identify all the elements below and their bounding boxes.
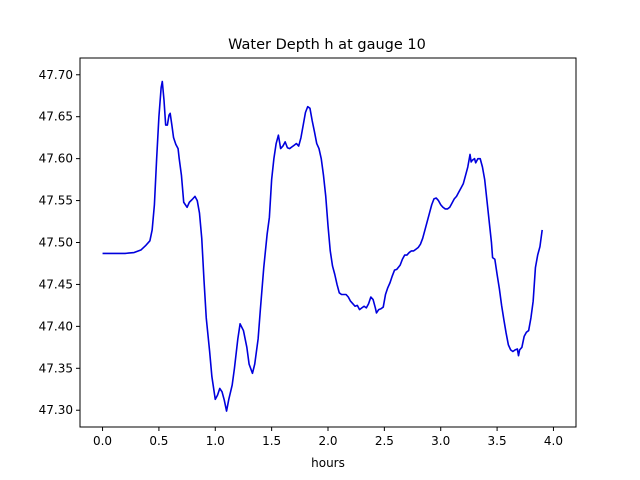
chart-title: Water Depth h at gauge 10 [228,37,426,53]
y-tick-label: 47.50 [39,236,73,250]
y-tick-label: 47.30 [39,403,73,417]
x-axis-ticks: 0.0 0.5 1.0 1.5 2.0 2.5 3.0 3.5 4.0 [93,427,563,448]
x-tick-label: 0.5 [149,434,168,448]
y-tick-label: 47.60 [39,152,73,166]
y-tick-label: 47.65 [39,110,73,124]
y-axis-ticks: 47.30 47.35 47.40 47.45 47.50 47.55 47.60 47.65… [39,68,80,417]
plot-layer [102,80,543,412]
y-tick-label: 47.35 [39,361,73,375]
x-tick-label: 3.5 [488,434,507,448]
plot-frame [79,57,577,428]
y-tick-label: 47.55 [39,194,73,208]
series-line-0 [102,80,543,412]
x-tick-label: 2.5 [375,434,394,448]
x-tick-label: 0.0 [93,434,112,448]
y-tick-label: 47.40 [39,319,73,333]
x-tick-label: 3.0 [431,434,450,448]
y-tick-label: 47.70 [39,68,73,82]
x-tick-label: 1.5 [262,434,281,448]
x-tick-label: 4.0 [544,434,563,448]
y-tick-label: 47.45 [39,277,73,291]
x-axis-label: hours [311,456,345,470]
x-tick-label: 1.0 [206,434,225,448]
x-tick-label: 2.0 [318,434,337,448]
